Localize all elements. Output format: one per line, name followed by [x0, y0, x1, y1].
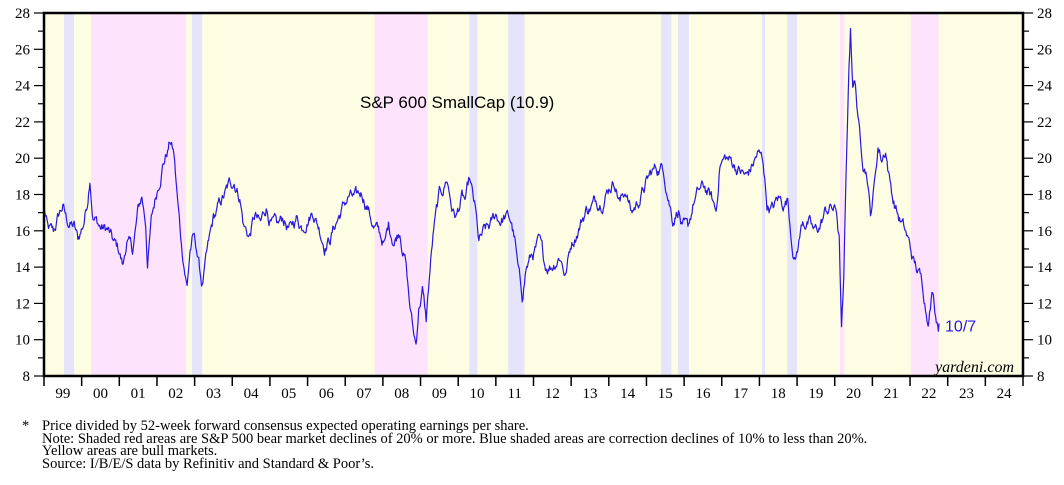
- x-tick-label: 17: [733, 386, 749, 402]
- correction-band: [762, 13, 766, 376]
- x-tick-label: 05: [281, 386, 296, 402]
- footnote-line: Price divided by 52-week forward consens…: [42, 418, 529, 434]
- shaded-regions: [44, 13, 1023, 376]
- y-tick-label-left: 14: [15, 260, 31, 276]
- x-tick-label: 07: [357, 386, 373, 402]
- y-axis-left: 8 10 12 14 16 18 20 22 24 26 28: [15, 6, 44, 385]
- y-tick-label-left: 20: [15, 151, 30, 167]
- x-tick-label: 09: [432, 386, 447, 402]
- x-tick-label: 22: [921, 386, 936, 402]
- x-axis: 99 00 01 02 03 04 05 06 07 08 09 10 11 12 13 14 15 16 17 18…: [43, 376, 1024, 402]
- x-tick-label: 19: [808, 386, 823, 402]
- x-tick-label: 16: [695, 386, 711, 402]
- x-tick-label: 10: [470, 386, 485, 402]
- correction-band: [63, 13, 75, 376]
- x-tick-label: 12: [545, 386, 560, 402]
- y-tick-label-right: 12: [1037, 296, 1052, 312]
- y-tick-label-right: 24: [1037, 79, 1053, 95]
- correction-band: [191, 13, 203, 376]
- y-tick-label-left: 10: [15, 333, 30, 349]
- x-tick-label: 06: [319, 386, 335, 402]
- x-tick-label: 99: [55, 386, 70, 402]
- y-tick-label-left: 22: [15, 115, 30, 131]
- correction-band: [678, 13, 690, 376]
- y-tick-label-right: 16: [1037, 224, 1053, 240]
- x-tick-label: 13: [582, 386, 597, 402]
- footnote-line: Note: Shaded red areas are S&P 500 bear …: [42, 430, 868, 447]
- y-tick-label-right: 14: [1037, 260, 1053, 276]
- bear-market-band: [91, 13, 186, 376]
- plot-frame: [42, 11, 1025, 378]
- x-tick-label: 02: [168, 386, 183, 402]
- chart: 8 10 12 14 16 18 20 22 24 26 28 8 10 12 14 16 18 20 22 24 2…: [15, 6, 1053, 402]
- x-tick-label: 03: [206, 386, 221, 402]
- x-tick-label: 08: [394, 386, 409, 402]
- x-tick-label: 01: [131, 386, 146, 402]
- y-tick-label-left: 24: [15, 79, 31, 95]
- x-tick-label: 04: [244, 386, 260, 402]
- footnote-line: Source: I/B/E/S data by Refinitiv and St…: [42, 455, 374, 472]
- y-tick-label-right: 22: [1037, 115, 1052, 131]
- y-tick-label-right: 8: [1037, 369, 1045, 385]
- y-tick-label-left: 28: [15, 6, 30, 22]
- x-tick-label: 14: [620, 386, 636, 402]
- x-tick-label: 21: [884, 386, 899, 402]
- x-tick-label: 11: [507, 386, 521, 402]
- bear-market-band: [910, 13, 939, 376]
- x-tick-label: 00: [93, 386, 108, 402]
- watermark: yardeni.com: [933, 359, 1014, 376]
- end-date-label: 10/7: [945, 318, 976, 335]
- footnote-line: Yellow areas are bull markets.: [42, 443, 218, 459]
- y-tick-label-left: 18: [15, 188, 30, 204]
- y-tick-label-left: 26: [15, 42, 31, 58]
- x-tick-label: 20: [846, 386, 861, 402]
- series-line: [43, 27, 940, 345]
- bear-market-band: [840, 13, 845, 376]
- y-tick-label-right: 28: [1037, 6, 1052, 22]
- y-tick-label-right: 20: [1037, 151, 1052, 167]
- chart-title: S&P 600 SmallCap (10.9): [360, 93, 554, 112]
- y-tick-label-left: 8: [23, 369, 31, 385]
- y-tick-label-right: 10: [1037, 333, 1052, 349]
- x-tick-label: 18: [771, 386, 786, 402]
- x-tick-label: 23: [959, 386, 974, 402]
- y-tick-label-right: 18: [1037, 188, 1052, 204]
- footnote-marker: *: [22, 418, 30, 434]
- x-tick-label: 24: [997, 386, 1013, 402]
- correction-band: [508, 13, 525, 376]
- y-tick-label-right: 26: [1037, 42, 1053, 58]
- bear-market-band: [374, 13, 428, 376]
- x-tick-label: 15: [658, 386, 673, 402]
- y-axis-right: 8 10 12 14 16 18 20 22 24 26 28: [1023, 6, 1053, 385]
- y-tick-label-left: 12: [15, 296, 30, 312]
- correction-band: [787, 13, 798, 376]
- y-tick-label-left: 16: [15, 224, 31, 240]
- bull-market-band: [44, 13, 1023, 376]
- footnote: * Price divided by 52-week forward conse…: [22, 418, 868, 472]
